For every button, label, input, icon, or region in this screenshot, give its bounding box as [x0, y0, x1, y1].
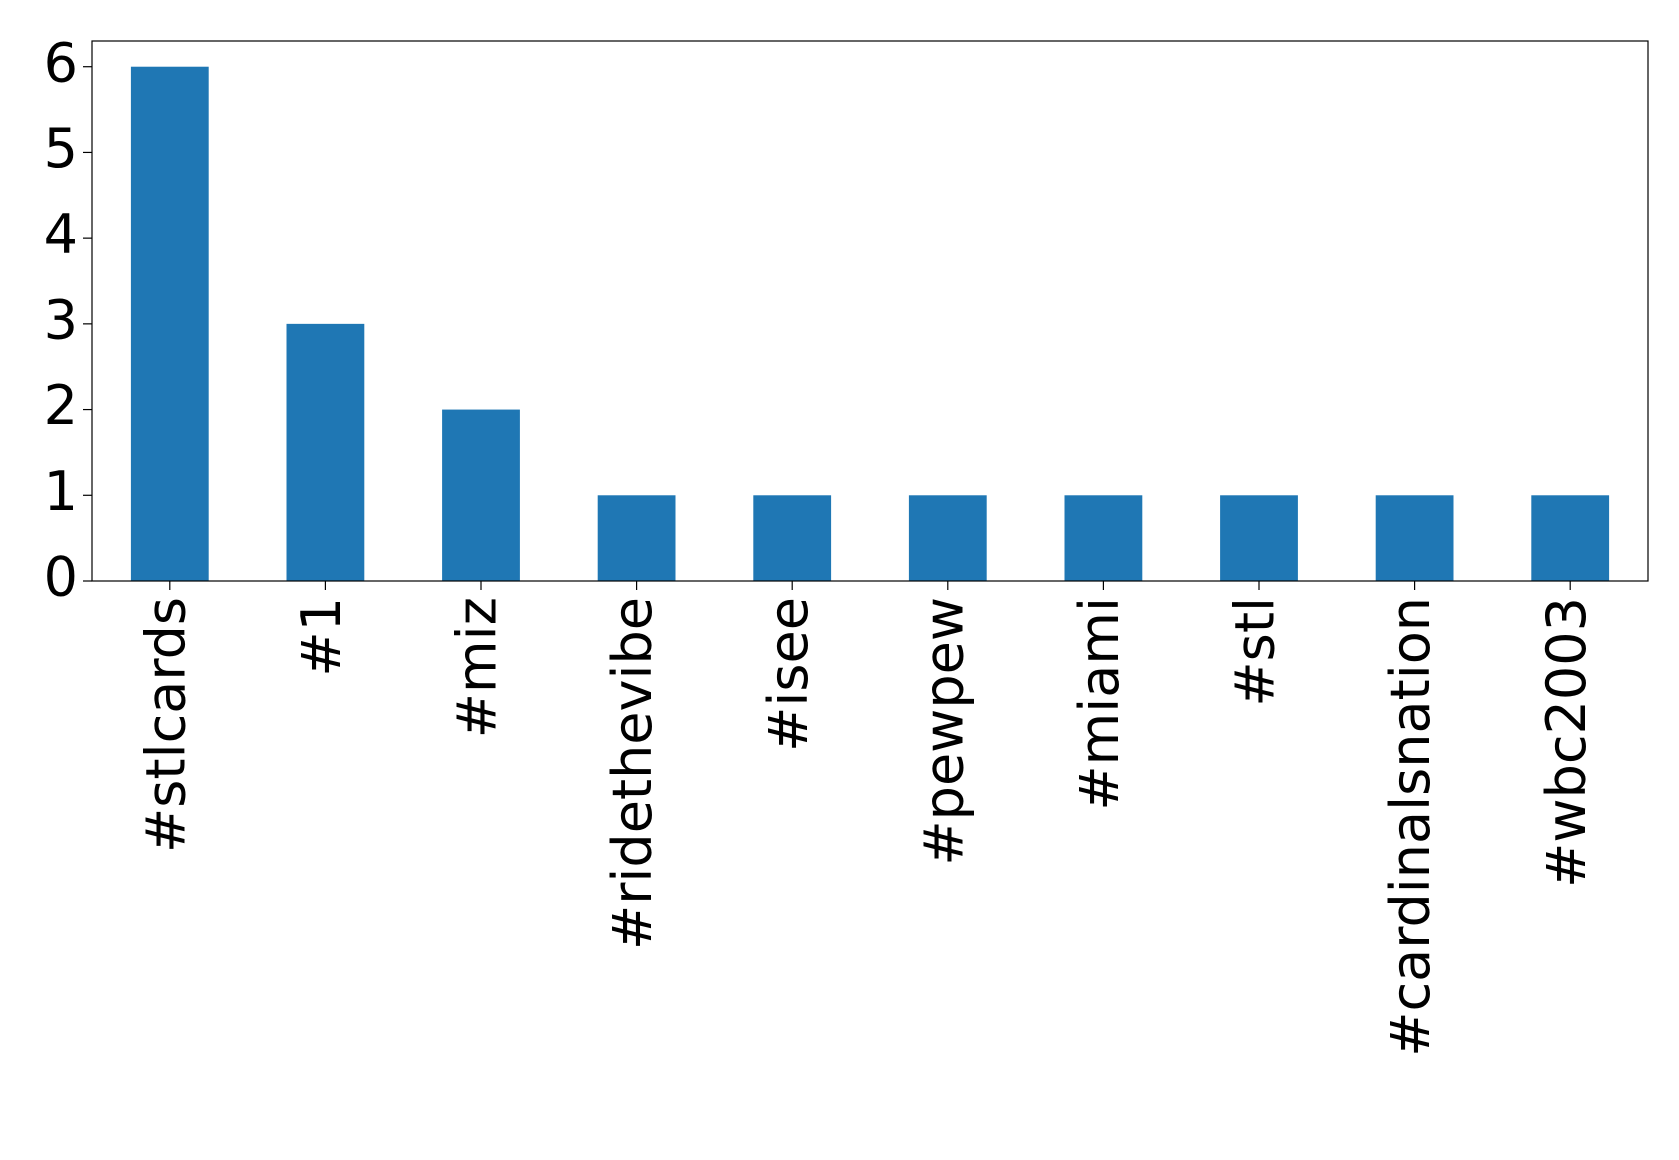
x-tick-label: #miami: [1068, 597, 1131, 811]
bar: [1375, 495, 1454, 581]
x-tick-label: #wbc2003: [1535, 597, 1598, 888]
bar: [1531, 495, 1610, 581]
x-tick-label: #stlcards: [134, 597, 197, 853]
bar: [597, 495, 676, 581]
x-tick-label: #miz: [446, 597, 509, 738]
y-tick-label: 0: [44, 546, 78, 609]
x-tick-label: #isee: [757, 597, 820, 752]
bar: [908, 495, 987, 581]
y-tick-label: 2: [44, 374, 78, 437]
x-tick-label: #1: [290, 597, 353, 677]
y-tick-label: 1: [44, 460, 78, 523]
x-tick-label: #stl: [1224, 597, 1287, 707]
bar: [286, 323, 365, 581]
bar: [130, 66, 209, 581]
bar: [1064, 495, 1143, 581]
x-tick-label: #cardinalsnation: [1379, 597, 1442, 1057]
bar: [753, 495, 832, 581]
y-tick-label: 5: [44, 117, 78, 180]
x-tick-label: #ridethevibe: [601, 597, 664, 950]
bar: [442, 409, 520, 581]
plot-frame: [91, 40, 1649, 582]
y-tick-label: 6: [44, 31, 78, 94]
bar: [1220, 495, 1298, 581]
y-tick-label: 4: [44, 203, 78, 266]
x-tick-label: #pewpew: [912, 597, 975, 866]
y-tick-label: 3: [44, 288, 78, 351]
